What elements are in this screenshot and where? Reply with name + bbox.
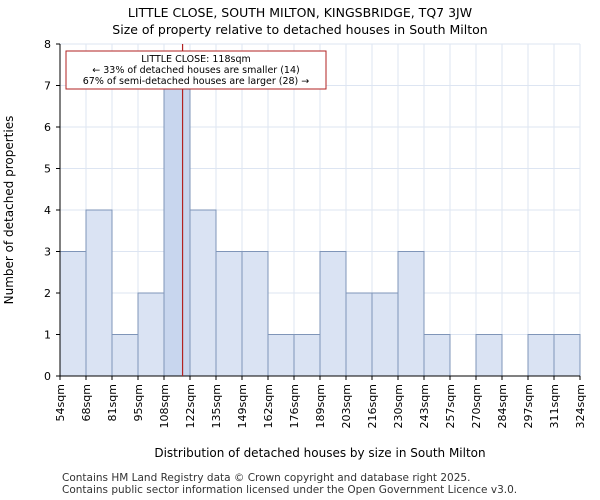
chart-title: LITTLE CLOSE, SOUTH MILTON, KINGSBRIDGE,…: [127, 5, 473, 20]
x-tick-label: 54sqm: [54, 384, 67, 421]
x-tick-label: 257sqm: [444, 384, 457, 428]
y-tick-label: 7: [44, 80, 51, 93]
x-tick-label: 81sqm: [106, 384, 119, 421]
histogram-bar: [397, 251, 425, 377]
x-tick-label: 311sqm: [548, 384, 561, 428]
histogram-bar: [137, 292, 165, 377]
annotation-title: LITTLE CLOSE: 118sqm: [141, 54, 251, 65]
y-tick-label: 8: [44, 38, 51, 51]
x-tick-label: 203sqm: [340, 384, 353, 428]
x-tick-label: 230sqm: [392, 384, 405, 428]
y-tick-label: 0: [44, 370, 51, 383]
annotation-larger: 67% of semi-detached houses are larger (…: [83, 76, 310, 87]
x-axis-label: Distribution of detached houses by size …: [154, 446, 485, 460]
footer-licence: Contains public sector information licen…: [62, 484, 518, 496]
histogram-bar: [319, 251, 347, 377]
x-tick-label: 95sqm: [132, 384, 145, 421]
histogram-bar: [345, 292, 373, 377]
histogram-bar: [59, 251, 87, 377]
x-tick-label: 108sqm: [158, 384, 171, 428]
x-tick-label: 149sqm: [236, 384, 249, 428]
y-tick-label: 6: [44, 121, 51, 134]
chart-subtitle: Size of property relative to detached ho…: [112, 22, 488, 37]
histogram-bar: [527, 334, 555, 377]
x-tick-label: 176sqm: [288, 384, 301, 428]
histogram-bar: [267, 334, 295, 377]
axis-layer: 0 1 2 3 4 5 6 7 8 54sqm 68sqm 81sqm 95sqm 108sqm 122sq…: [44, 38, 587, 428]
histogram-bar: [111, 334, 139, 377]
marker-layer: LITTLE CLOSE: 118sqm← 33% of detached ho…: [65, 44, 327, 376]
x-tick-label: 324sqm: [574, 384, 587, 428]
x-tick-label: 216sqm: [366, 384, 379, 428]
x-tick-label: 270sqm: [470, 384, 483, 428]
x-tick-label: 122sqm: [184, 384, 197, 428]
histogram-bar: [553, 334, 581, 377]
annotation-box: [65, 50, 327, 90]
histogram-bar: [163, 85, 191, 377]
y-tick-label: 4: [44, 204, 51, 217]
y-axis-label: Number of detached properties: [2, 116, 16, 305]
footer-copyright: Contains HM Land Registry data © Crown c…: [62, 472, 471, 484]
histogram-bar: [85, 209, 113, 377]
x-tick-label: 135sqm: [210, 384, 223, 428]
y-tick-label: 2: [44, 287, 51, 300]
histogram-bar: [423, 334, 451, 377]
histogram-bar: [189, 209, 217, 377]
histogram-bar: [371, 292, 399, 377]
x-tick-label: 189sqm: [314, 384, 327, 428]
y-tick-label: 5: [44, 163, 51, 176]
x-tick-label: 162sqm: [262, 384, 275, 428]
histogram-bar: [241, 251, 269, 377]
annotation-smaller: ← 33% of detached houses are smaller (14…: [92, 65, 299, 76]
y-tick-label: 1: [44, 329, 51, 342]
histogram-bar: [293, 334, 321, 377]
histogram-bar: [475, 334, 503, 377]
x-tick-label: 284sqm: [496, 384, 509, 428]
y-tick-label: 3: [44, 246, 51, 259]
histogram-bar: [215, 251, 243, 377]
x-tick-label: 297sqm: [522, 384, 535, 428]
x-tick-label: 243sqm: [418, 384, 431, 428]
bar-layer: [59, 85, 581, 377]
x-tick-label: 68sqm: [80, 384, 93, 421]
